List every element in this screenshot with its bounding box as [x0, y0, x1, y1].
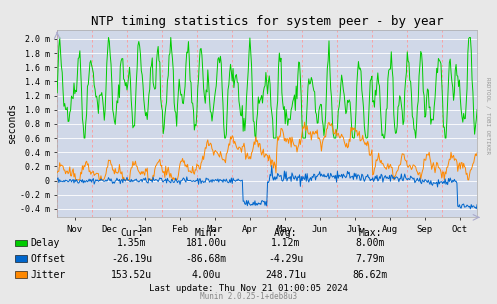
Text: Min:: Min:	[194, 228, 218, 237]
Text: Avg:: Avg:	[274, 228, 298, 237]
Text: 8.00m: 8.00m	[355, 238, 385, 248]
Text: 1.35m: 1.35m	[117, 238, 147, 248]
Text: -86.68m: -86.68m	[186, 254, 227, 264]
Text: 7.79m: 7.79m	[355, 254, 385, 264]
Text: Delay: Delay	[31, 238, 60, 248]
Text: 4.00u: 4.00u	[191, 270, 221, 279]
Text: 1.12m: 1.12m	[271, 238, 301, 248]
Text: 181.00u: 181.00u	[186, 238, 227, 248]
Y-axis label: seconds: seconds	[7, 103, 17, 144]
Text: -26.19u: -26.19u	[111, 254, 152, 264]
Text: -4.29u: -4.29u	[268, 254, 303, 264]
Text: Cur:: Cur:	[120, 228, 144, 237]
Text: 248.71u: 248.71u	[265, 270, 306, 279]
Text: 86.62m: 86.62m	[353, 270, 388, 279]
Text: RRDTOOL / TOBI OETIKER: RRDTOOL / TOBI OETIKER	[486, 77, 491, 154]
Text: Offset: Offset	[31, 254, 66, 264]
Text: Jitter: Jitter	[31, 270, 66, 279]
Text: 153.52u: 153.52u	[111, 270, 152, 279]
Title: NTP timing statistics for system peer - by year: NTP timing statistics for system peer - …	[91, 15, 443, 28]
Text: Max:: Max:	[358, 228, 382, 237]
Text: Munin 2.0.25-1+deb8u3: Munin 2.0.25-1+deb8u3	[200, 292, 297, 301]
Text: Last update: Thu Nov 21 01:00:05 2024: Last update: Thu Nov 21 01:00:05 2024	[149, 284, 348, 293]
